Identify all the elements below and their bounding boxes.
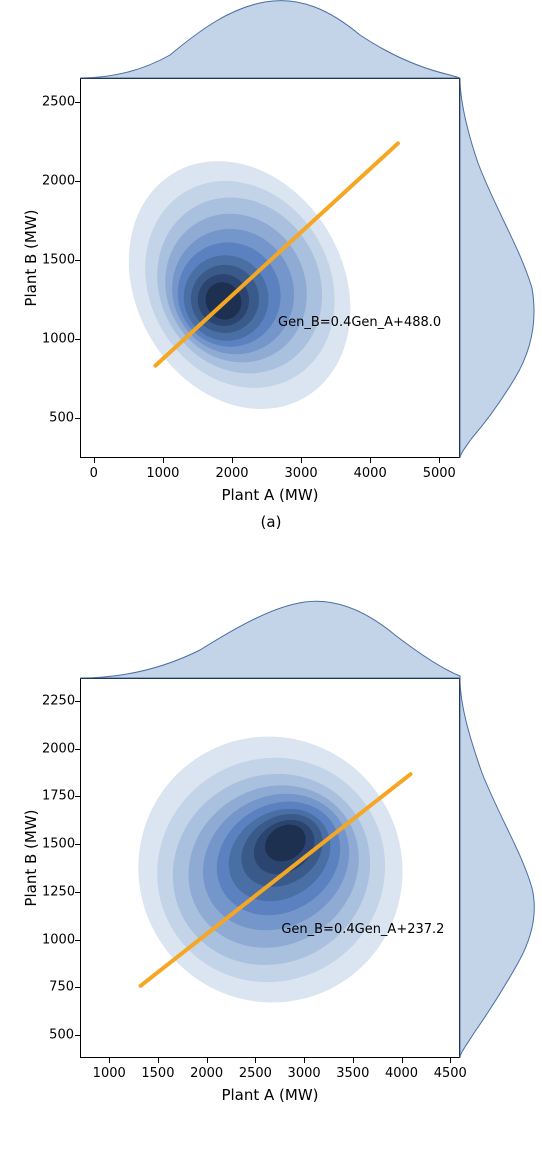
xlabel: Plant A (MW): [80, 486, 460, 504]
ytick-mark: [75, 796, 80, 797]
ytick-label: 2250: [42, 693, 74, 708]
xtick-mark: [232, 458, 233, 463]
ytick-label: 2500: [42, 94, 74, 109]
figure: Gen_B=0.4Gen_A+488.0 0 1000 2000 3000 4000 500…: [0, 0, 542, 1172]
ytick-mark: [75, 418, 80, 419]
xtick-mark: [109, 1058, 110, 1063]
ytick-label: 2000: [42, 173, 74, 188]
xtick-mark: [255, 1058, 256, 1063]
xtick-label: 1000: [93, 1066, 126, 1081]
subplot-caption: (a): [261, 513, 282, 531]
xtick-label: 4000: [354, 466, 387, 481]
ytick-mark: [75, 339, 80, 340]
ytick-label: 1500: [42, 253, 74, 268]
panel_a: Gen_B=0.4Gen_A+488.0 0 1000 2000 3000 4000 500…: [0, 0, 542, 560]
xtick-mark: [301, 458, 302, 463]
xtick-mark: [304, 1058, 305, 1063]
ytick-label: 500: [49, 411, 74, 426]
xtick-label: 5000: [423, 466, 456, 481]
ytick-label: 2000: [42, 741, 74, 756]
xtick-label: 1500: [141, 1066, 174, 1081]
ytick-mark: [75, 701, 80, 702]
xtick-mark: [353, 1058, 354, 1063]
xtick-label: 3000: [288, 1066, 321, 1081]
marginal-top: [80, 600, 460, 678]
ytick-mark: [75, 987, 80, 988]
ytick-mark: [75, 844, 80, 845]
plot-area: Gen_B=0.4Gen_A+237.2: [80, 678, 460, 1058]
xtick-mark: [370, 458, 371, 463]
panel_b: Gen_B=0.4Gen_A+237.2 1000 1500 2000 2500 3000…: [0, 600, 542, 1172]
marginal-right: [460, 78, 538, 458]
xtick-mark: [450, 1058, 451, 1063]
marginal-top: [80, 0, 460, 78]
xtick-label: 2000: [190, 1066, 223, 1081]
xtick-label: 2500: [239, 1066, 272, 1081]
ytick-mark: [75, 940, 80, 941]
xtick-label: 0: [90, 466, 98, 481]
xtick-mark: [402, 1058, 403, 1063]
marginal-right: [460, 678, 538, 1058]
ytick-label: 1500: [42, 837, 74, 852]
ytick-mark: [75, 749, 80, 750]
ylabel: Plant B (MW): [22, 198, 40, 318]
xtick-label: 3500: [336, 1066, 369, 1081]
plot-area: Gen_B=0.4Gen_A+488.0: [80, 78, 460, 458]
ytick-mark: [75, 892, 80, 893]
ytick-label: 1000: [42, 332, 74, 347]
xtick-label: 4500: [434, 1066, 467, 1081]
xtick-label: 3000: [285, 466, 318, 481]
xtick-label: 1000: [146, 466, 179, 481]
xtick-mark: [207, 1058, 208, 1063]
ytick-mark: [75, 1035, 80, 1036]
ytick-label: 1000: [42, 932, 74, 947]
xtick-mark: [158, 1058, 159, 1063]
xtick-mark: [94, 458, 95, 463]
xtick-mark: [439, 458, 440, 463]
ytick-mark: [75, 260, 80, 261]
equation-annotation: Gen_B=0.4Gen_A+237.2: [281, 922, 444, 937]
ytick-mark: [75, 181, 80, 182]
equation-annotation: Gen_B=0.4Gen_A+488.0: [278, 315, 441, 330]
ytick-label: 1250: [42, 884, 74, 899]
xtick-label: 2000: [215, 466, 248, 481]
xlabel: Plant A (MW): [80, 1086, 460, 1104]
xtick-mark: [163, 458, 164, 463]
ytick-mark: [75, 102, 80, 103]
ytick-label: 750: [49, 980, 74, 995]
ylabel: Plant B (MW): [22, 798, 40, 918]
xtick-label: 4000: [385, 1066, 418, 1081]
ytick-label: 500: [49, 1028, 74, 1043]
ytick-label: 1750: [42, 789, 74, 804]
